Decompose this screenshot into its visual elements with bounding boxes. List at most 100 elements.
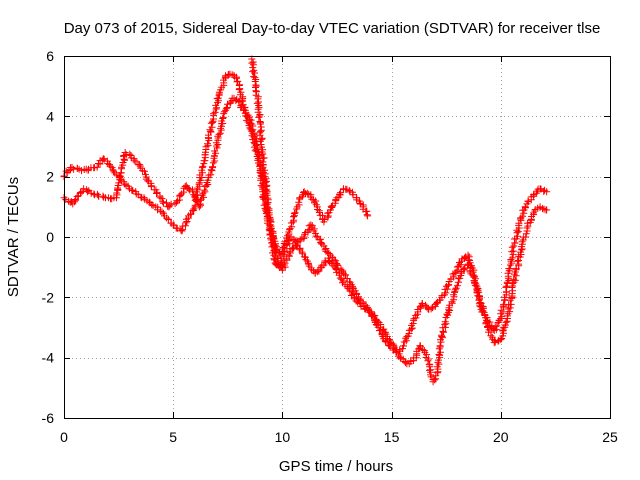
y-axis-label: SDTVAR / TECUs: [5, 177, 22, 297]
y-tick-label: 6: [46, 48, 54, 64]
data-marker-run: [68, 163, 83, 173]
data-marker-run: [216, 108, 228, 137]
data-point: [543, 188, 551, 196]
data-marker-run: [175, 183, 189, 204]
data-marker-run: [293, 241, 304, 254]
y-tick-label: -4: [42, 350, 55, 366]
data-marker-run: [285, 219, 296, 236]
data-marker-run: [261, 175, 273, 214]
data-marker-run: [166, 198, 180, 210]
data-marker-run: [497, 279, 511, 321]
x-tick-label: 10: [275, 429, 291, 445]
data-marker-run: [503, 280, 517, 320]
data-marker-run: [113, 152, 129, 199]
data-marker-run: [342, 185, 353, 194]
data-marker-run: [209, 94, 222, 125]
data-point: [257, 127, 265, 135]
data-point: [202, 182, 210, 190]
y-tick-label: 0: [46, 229, 54, 245]
data-marker-run: [289, 195, 304, 224]
data-marker-run: [93, 156, 106, 171]
data-marker-run: [230, 94, 241, 104]
data-point: [298, 248, 306, 256]
tick-marks: [64, 56, 611, 419]
data-point: [364, 305, 372, 313]
data-marker-run: [359, 303, 369, 313]
data-marker-run: [504, 243, 517, 284]
data-marker-run: [235, 98, 248, 114]
data-marker-run: [308, 222, 320, 240]
data-marker-run: [383, 335, 397, 348]
data-marker-run: [130, 156, 145, 172]
data-marker-run: [451, 272, 465, 293]
data-marker-run: [390, 344, 403, 360]
data-marker-run: [233, 74, 244, 94]
data-marker-run: [405, 357, 415, 368]
data-marker-run: [422, 354, 437, 383]
x-tick-label: 20: [493, 429, 509, 445]
data-marker-run: [203, 166, 216, 188]
data-marker-run: [332, 265, 344, 282]
data-marker-run: [471, 279, 484, 306]
data-marker-run: [154, 203, 167, 217]
data-marker-run: [431, 296, 444, 308]
data-point: [80, 185, 88, 193]
data-marker-run: [491, 336, 503, 346]
series-trace-3: [248, 55, 551, 386]
data-marker-run: [265, 211, 278, 248]
data-marker-run: [445, 288, 458, 314]
data-marker-run: [242, 112, 255, 133]
data-marker-run: [100, 155, 114, 170]
x-axis-label: GPS time / hours: [279, 458, 393, 475]
data-point: [490, 339, 498, 347]
data-marker-run: [399, 332, 412, 350]
data-marker-run: [433, 334, 446, 376]
data-marker-run: [252, 84, 265, 134]
data-layer: [60, 55, 551, 386]
data-marker-run: [438, 282, 451, 300]
data-marker-run: [325, 257, 337, 270]
data-marker-run: [137, 193, 149, 203]
x-tick-label: 5: [169, 429, 177, 445]
data-marker-run: [315, 235, 326, 248]
data-marker-run: [298, 189, 307, 201]
x-tick-labels: 0 5 10 15 20 25: [60, 429, 618, 445]
data-marker-run: [345, 285, 357, 299]
data-marker-run: [397, 355, 409, 367]
x-tick-label: 15: [384, 429, 400, 445]
data-point: [174, 197, 182, 205]
data-marker-run: [320, 209, 333, 223]
data-marker-run: [128, 186, 140, 198]
data-marker-run: [170, 221, 185, 234]
y-tick-label: -6: [42, 410, 55, 426]
data-point: [503, 278, 511, 286]
y-tick-label: 4: [46, 108, 54, 124]
data-point: [543, 206, 551, 214]
x-tick-label: 0: [60, 429, 68, 445]
data-marker-run: [517, 203, 529, 222]
grid: [64, 56, 610, 418]
data-marker-run: [145, 198, 157, 209]
data-point: [530, 209, 538, 217]
data-marker-run: [427, 304, 437, 313]
data-marker-run: [478, 302, 491, 330]
data-marker-run: [202, 119, 216, 151]
data-point: [215, 130, 223, 138]
data-point: [364, 212, 372, 220]
data-point: [99, 155, 107, 163]
data-point: [523, 224, 531, 232]
data-marker-run: [228, 71, 239, 81]
data-marker-run: [510, 216, 525, 247]
data-marker-run: [302, 189, 313, 198]
data-marker-run: [122, 150, 135, 162]
data-marker-run: [215, 74, 229, 98]
data-marker-run: [209, 132, 222, 171]
series-trace-1: [60, 70, 372, 259]
data-marker-run: [414, 302, 425, 318]
data-marker-run: [196, 148, 209, 184]
data-marker-run: [371, 312, 383, 326]
data-marker-run: [350, 295, 364, 308]
data-marker-run: [510, 251, 525, 284]
data-marker-run: [187, 205, 198, 218]
data-point: [396, 354, 404, 362]
